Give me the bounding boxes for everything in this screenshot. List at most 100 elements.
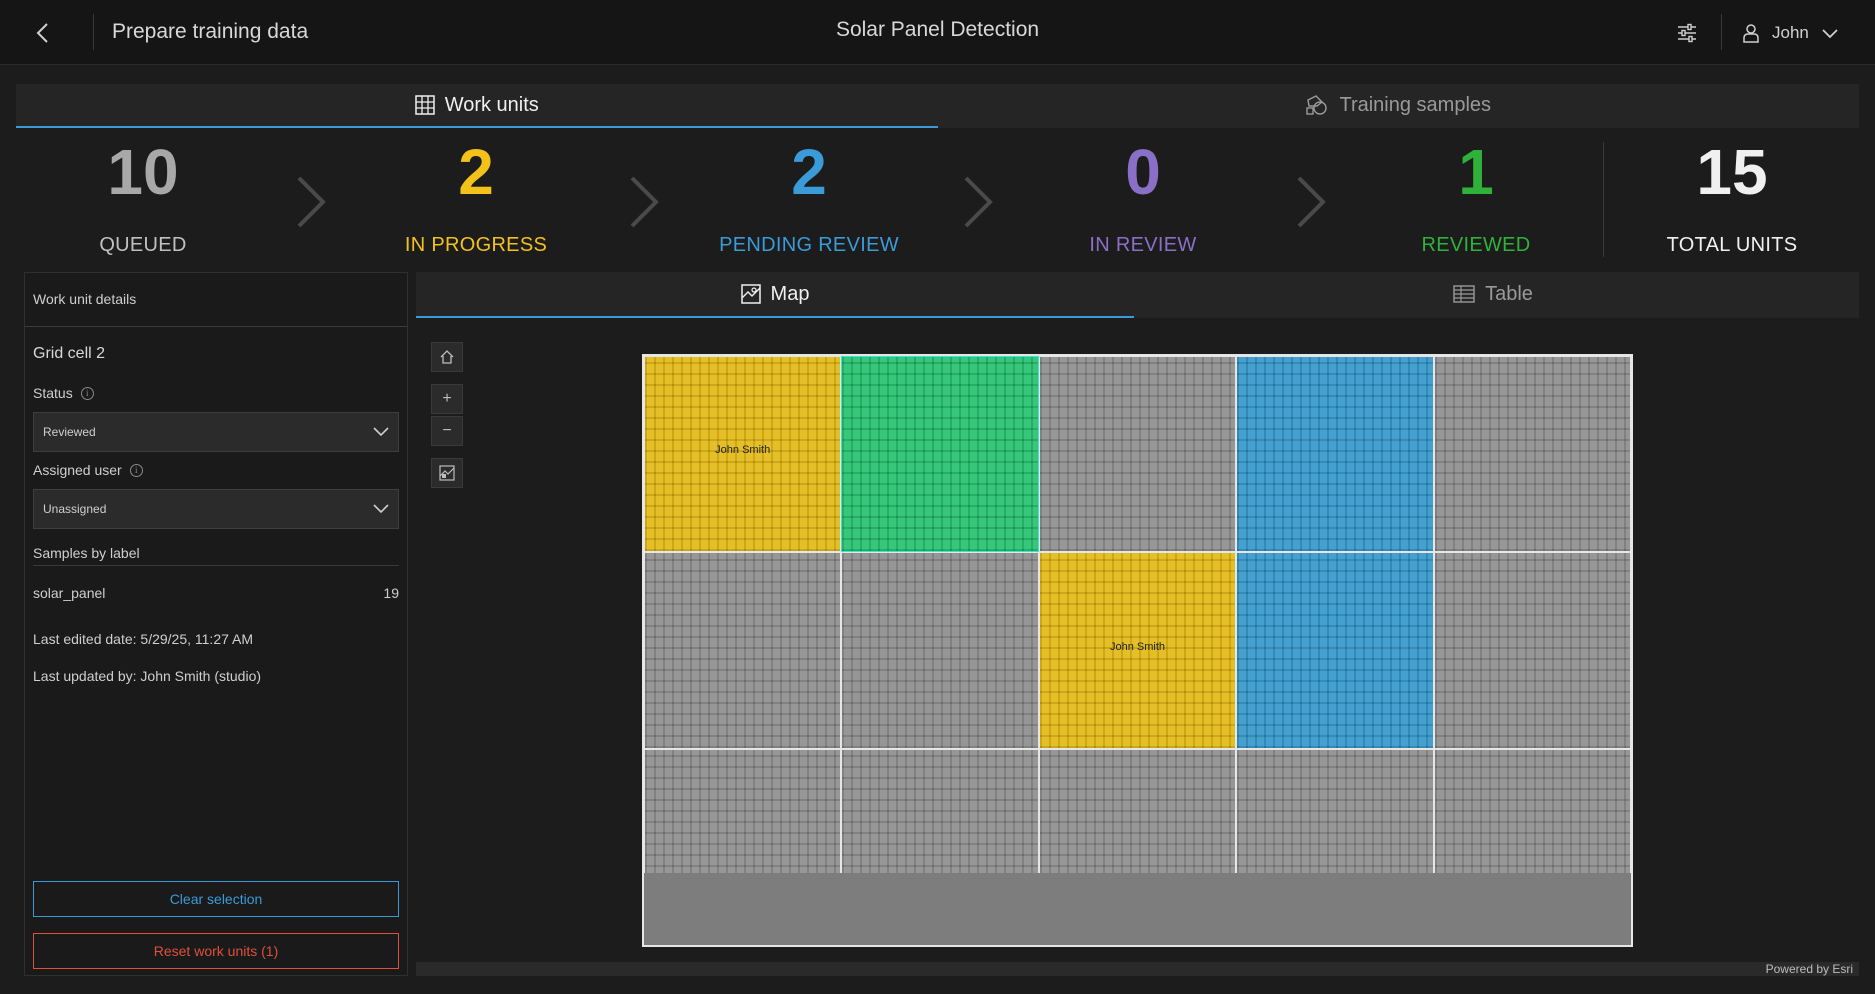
cell-assignee-label: John Smith (715, 444, 771, 457)
last-updated-by: Last updated by: John Smith (studio) (33, 668, 262, 684)
map-view[interactable]: + − John Smith John Smith (416, 318, 1859, 962)
work-unit-details-panel: Work unit details Grid cell 2 Status i R… (24, 272, 408, 976)
zoom-in-button[interactable]: + (431, 384, 463, 414)
samples-by-label-title: Samples by label (33, 545, 399, 566)
cell-imagery (1039, 553, 1236, 748)
cell-imagery (1237, 553, 1433, 748)
stat-in-review: 0 IN REVIEW (1023, 132, 1263, 257)
table-icon (1453, 285, 1475, 303)
grid-cell[interactable] (1433, 356, 1631, 553)
stat-value: 2 (791, 136, 827, 208)
grid-cell[interactable] (1236, 356, 1434, 553)
app-header: Prepare training data Solar Panel Detect… (0, 0, 1875, 65)
header-divider (93, 14, 94, 50)
chevron-right-icon (964, 176, 993, 228)
grid-cell[interactable] (1236, 552, 1434, 749)
stat-label: IN PROGRESS (404, 234, 548, 256)
grid-cell[interactable]: John Smith (1038, 552, 1237, 749)
grid-cell[interactable] (841, 552, 1039, 749)
list-item: solar_panel 19 (33, 585, 399, 601)
settings-button[interactable] (1672, 18, 1702, 48)
chevron-right-icon (630, 176, 659, 228)
view-tabs: Map Table (416, 272, 1859, 318)
grid-cell-title: Grid cell 2 (33, 345, 106, 362)
tab-work-units[interactable]: Work units (16, 84, 938, 128)
stat-label: IN REVIEW (1089, 234, 1197, 256)
stat-value: 2 (458, 136, 494, 208)
grid-cell[interactable] (644, 552, 842, 749)
status-label: Status i (33, 385, 94, 401)
cell-imagery (842, 357, 1038, 552)
cell-imagery (1434, 553, 1630, 748)
sliders-icon (1678, 23, 1696, 43)
user-icon (1743, 24, 1759, 43)
assigned-user-label: Assigned user i (33, 462, 143, 478)
reset-work-units-button[interactable]: Reset work units (1) (33, 933, 399, 969)
sample-label: solar_panel (33, 585, 106, 601)
esri-attribution: Powered by Esri (1765, 962, 1853, 976)
info-icon[interactable]: i (80, 386, 94, 400)
stat-value: 0 (1125, 136, 1161, 208)
grid-cell[interactable] (1433, 552, 1631, 749)
sample-count: 19 (383, 585, 399, 601)
stat-label: REVIEWED (1421, 234, 1531, 256)
stat-label: TOTAL UNITS (1666, 234, 1798, 256)
stat-label: PENDING REVIEW (719, 234, 899, 256)
grid-cell[interactable] (841, 356, 1039, 553)
basemap-icon (439, 465, 455, 481)
stat-value: 10 (107, 136, 179, 208)
home-icon (440, 350, 454, 364)
status-label-text: Status (33, 385, 73, 401)
stat-divider (1603, 142, 1604, 257)
tab-table[interactable]: Table (1134, 272, 1852, 318)
home-button[interactable] (431, 342, 463, 372)
back-button[interactable] (28, 18, 58, 48)
main-tabs: Work units Training samples (16, 84, 1859, 128)
chevron-down-icon (373, 427, 389, 437)
cell-imagery (842, 553, 1038, 748)
grid-icon (414, 95, 435, 115)
cell-imagery (645, 357, 841, 552)
stat-value: 15 (1696, 136, 1768, 208)
panel-header: Work unit details (25, 273, 407, 327)
chevron-right-icon (1297, 176, 1326, 228)
stat-reviewed: 1 REVIEWED (1356, 132, 1596, 257)
clear-selection-button[interactable]: Clear selection (33, 881, 399, 917)
map-icon (740, 284, 761, 304)
assigned-user-label-text: Assigned user (33, 462, 122, 478)
header-divider (1721, 14, 1722, 50)
map-no-data-area (644, 873, 1631, 945)
plus-icon: + (442, 390, 452, 407)
stat-pending-review: 2 PENDING REVIEW (689, 132, 929, 257)
stat-queued: 10 QUEUED (23, 132, 263, 257)
stat-in-progress: 2 IN PROGRESS (356, 132, 596, 257)
cell-imagery (1237, 357, 1433, 552)
user-menu[interactable]: John (1742, 18, 1839, 48)
chevron-left-icon (36, 23, 48, 43)
tab-map[interactable]: Map (416, 272, 1134, 318)
grid-cell[interactable] (1038, 356, 1237, 553)
grid-cell[interactable]: John Smith (644, 356, 842, 553)
tab-training-samples[interactable]: Training samples (938, 84, 1860, 128)
last-edited-date: Last edited date: 5/29/25, 11:27 AM (33, 631, 254, 647)
zoom-out-button[interactable]: − (431, 416, 463, 446)
info-icon[interactable]: i (129, 463, 143, 477)
cell-imagery (1434, 357, 1630, 552)
cell-imagery (645, 553, 841, 748)
status-select[interactable]: Reviewed (33, 412, 399, 452)
tab-label: Training samples (1339, 93, 1492, 116)
chevron-down-icon (1822, 29, 1838, 39)
tab-label: Map (770, 282, 810, 305)
stat-value: 1 (1458, 136, 1494, 208)
tab-label: Work units (444, 93, 539, 116)
stat-total-units: 15 TOTAL UNITS (1612, 132, 1852, 257)
user-name: John (1772, 23, 1809, 42)
basemap-button[interactable] (431, 458, 463, 488)
assigned-user-select[interactable]: Unassigned (33, 489, 399, 529)
minus-icon: − (442, 422, 452, 439)
stat-label: QUEUED (99, 234, 187, 256)
work-unit-grid: John Smith John Smith (642, 354, 1633, 947)
cell-assignee-label: John Smith (1109, 640, 1165, 653)
status-summary: 10 QUEUED 2 IN PROGRESS 2 PENDING REVIEW… (16, 132, 1859, 262)
cell-imagery (1039, 357, 1236, 552)
